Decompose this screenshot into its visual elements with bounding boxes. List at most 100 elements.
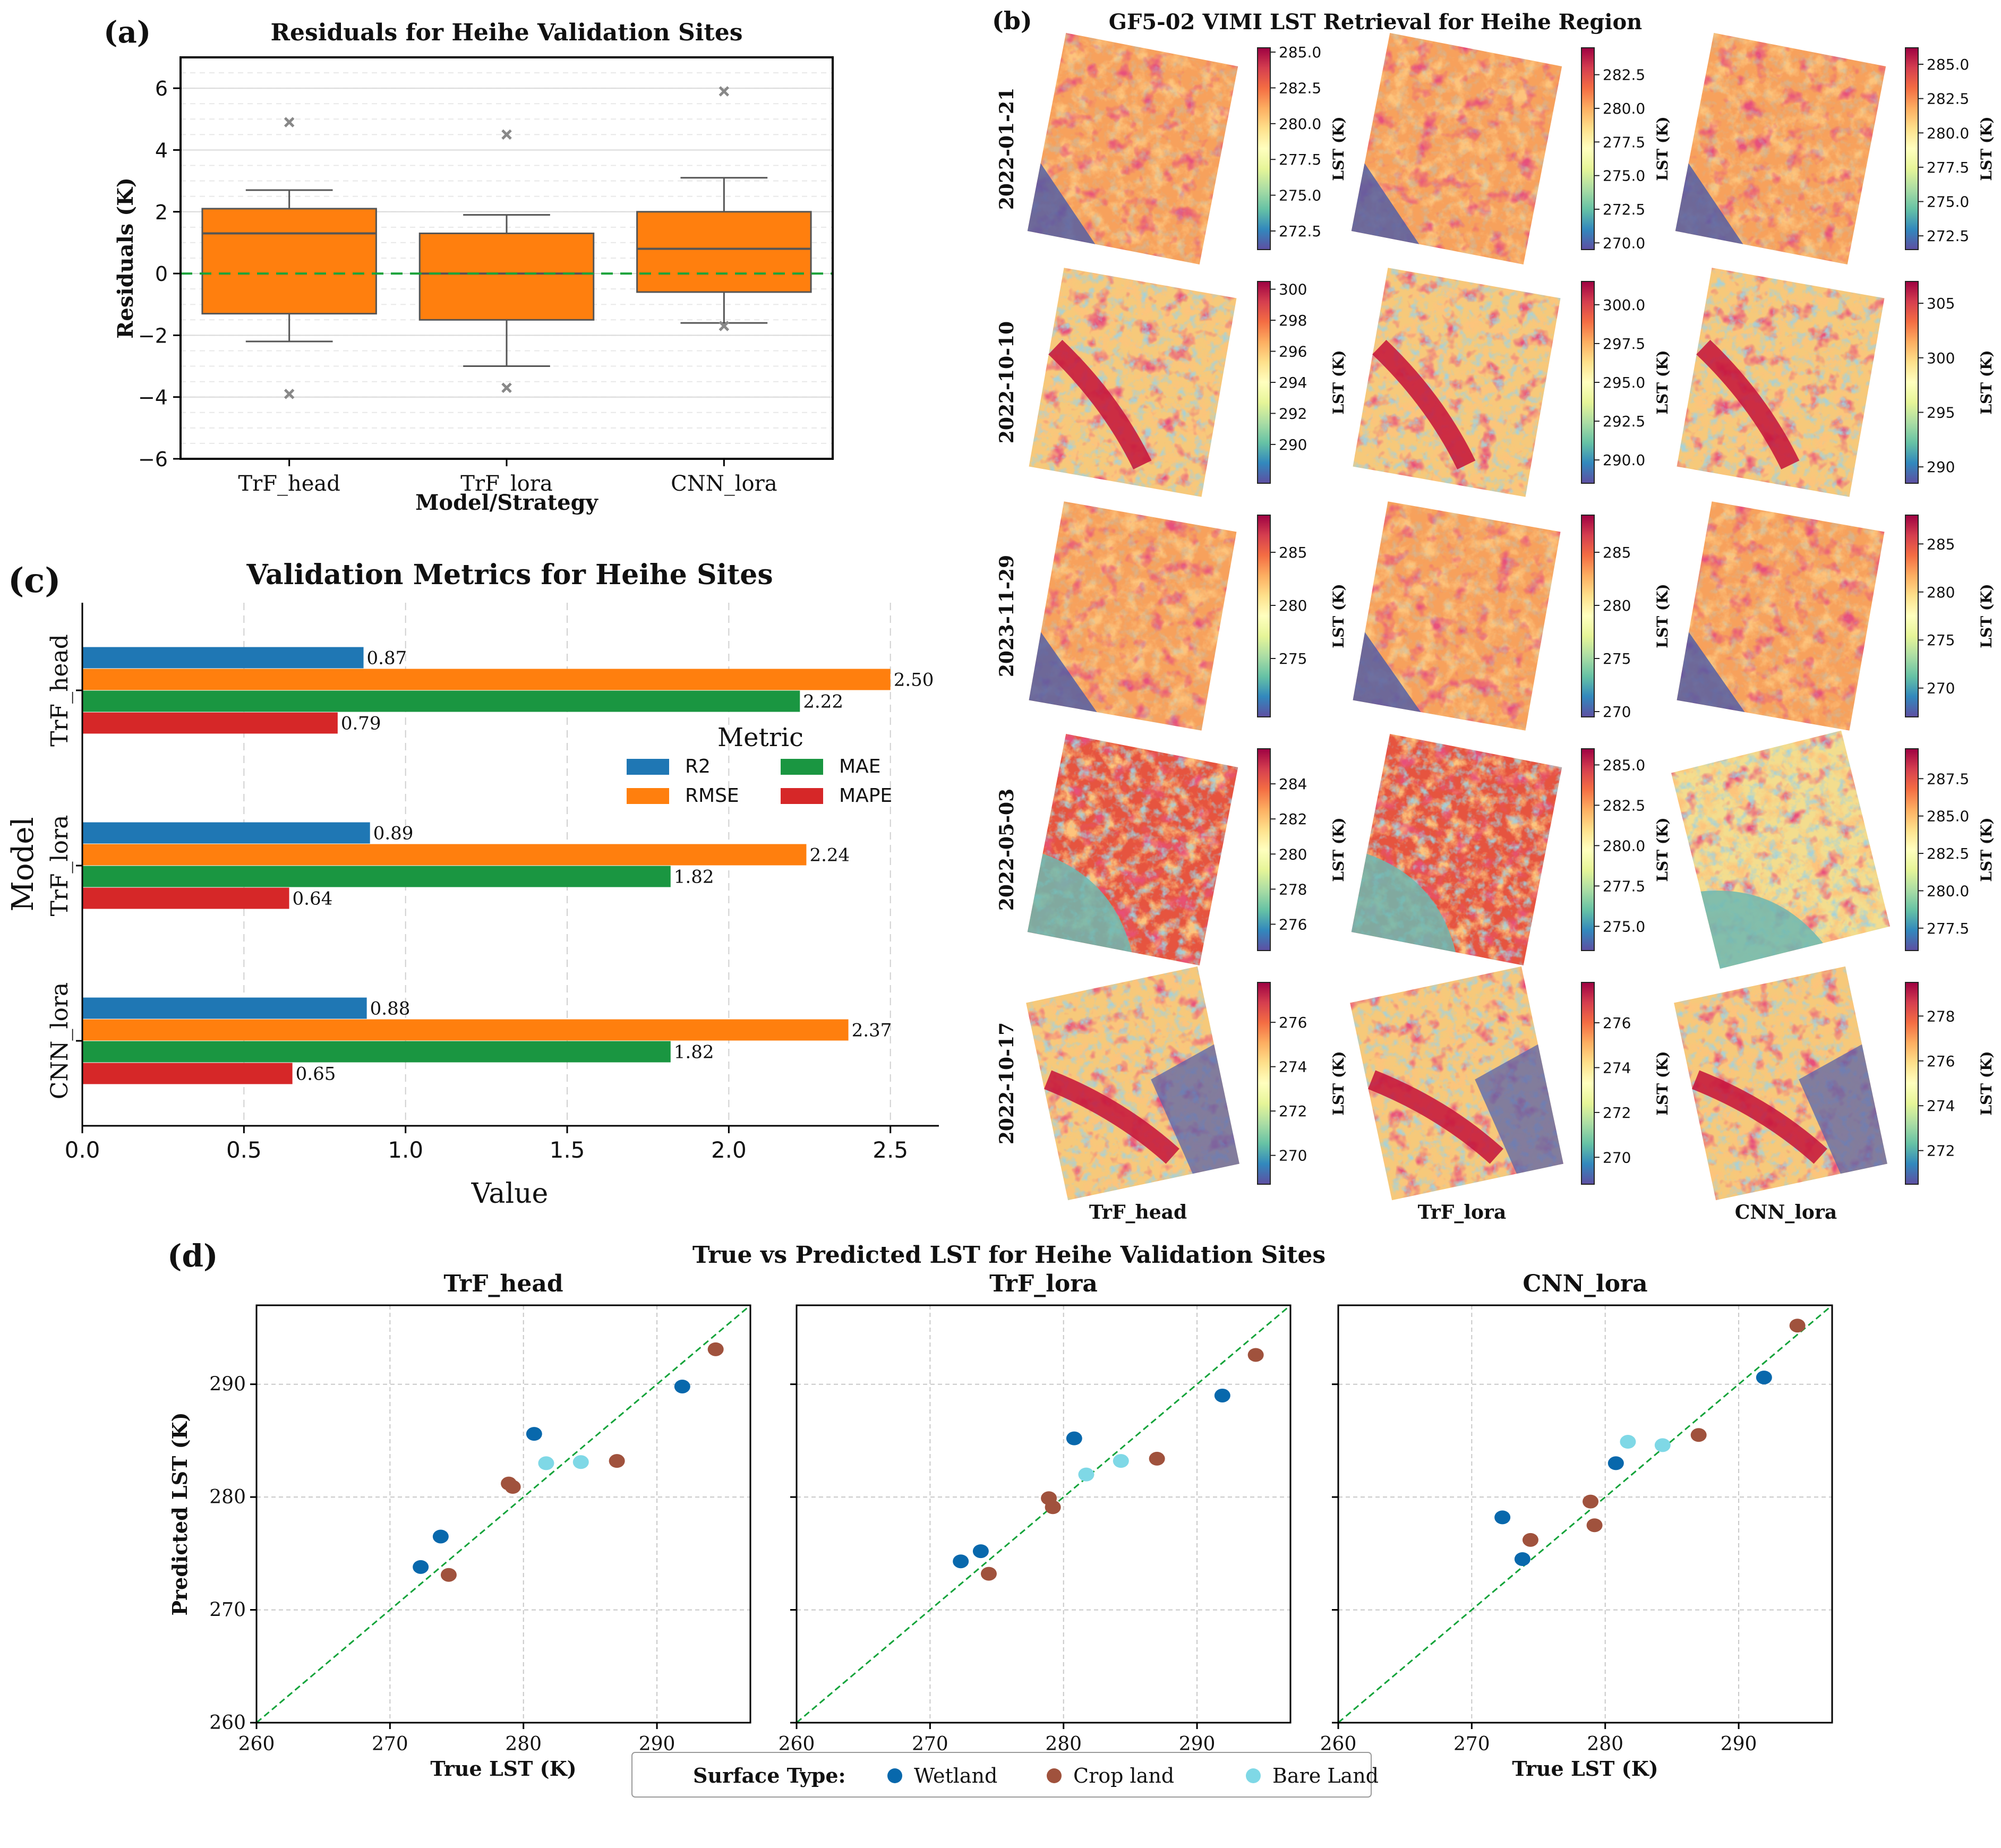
colorbar-tick-label: 270 [1603,1149,1631,1166]
colorbar-label: LST (K) [1330,116,1347,181]
y-tick-label: CNN_lora [46,982,73,1100]
colorbar-tick-label: 300 [1927,349,1955,367]
lst-map-image [1350,966,1563,1201]
x-tick-label: TrF_lora [460,472,552,496]
axes-frame [1337,1304,1833,1724]
panel-c-metrics-bars: 0.0 0.5 1.0 1.5 2.0 2.5 0.87 2.50 2.22 0.79 TrF_he… [6,559,939,1210]
subplot-title: TrF_head [443,1270,563,1297]
colorbar-label: LST (K) [1978,116,1995,181]
legend-box [631,1752,1372,1798]
colorbar-tick-label: 300 [1279,281,1307,298]
colorbar-tick-label: 272 [1603,1104,1631,1122]
colorbar-tick-label: 287.5 [1927,770,1969,788]
colorbar [1905,515,1919,717]
colorbar-tick-label: 290 [1927,458,1955,476]
x-tick-label: 290 [639,1733,675,1755]
x-tick-label: CNN_lora [671,472,777,496]
bar-CNN_lora-MAE [82,1041,671,1063]
outlier-marker [501,382,512,393]
point-bare-land [538,1456,554,1470]
colorbar-tick-label: 278 [1927,1007,1955,1025]
colorbar-label: LST (K) [1654,817,1671,882]
point-wetland [413,1560,429,1574]
map-texture-cool [1351,33,1562,264]
colorbar [1581,515,1595,717]
map-cold-corner [1675,163,1743,244]
colorbar-tick-label: 295.0 [1603,374,1645,391]
chart-title: Validation Metrics for Heihe Sites [246,559,773,591]
bar-value-label: 0.87 [367,648,407,669]
map-cold-region [1475,1044,1563,1174]
map-hot-band [1692,1070,1827,1164]
map-cold-region [1151,1044,1239,1174]
x-tick-label: TrF_head [238,472,340,496]
legend-swatch-MAPE [781,788,823,804]
legend-swatch-R2 [627,759,669,775]
colorbar-label: LST (K) [1654,350,1671,414]
colorbar-tick-label: 282.5 [1279,79,1321,97]
y-axis-label: Residuals (K) [113,177,138,339]
subplot-title: TrF_lora [989,1270,1098,1297]
outlier-marker [719,321,730,331]
x-tick-label: 270 [372,1733,408,1755]
x-tick-label: 0.5 [226,1137,262,1163]
legend-label: MAE [839,756,880,777]
point-wetland [526,1427,542,1441]
colorbar-tick-label: 285 [1279,544,1307,561]
lst-map-image [1671,730,1891,969]
map-texture-cool [1675,33,1886,264]
bar-value-label: 0.65 [296,1064,336,1085]
axes-frame [179,56,834,460]
colorbar-tick-label: 270.0 [1603,234,1645,252]
x-tick-label: 290 [1721,1733,1757,1755]
x-tick-label: 280 [1045,1733,1082,1755]
colorbar-label: LST (K) [1654,1051,1671,1115]
colorbar-tick-label: 276 [1927,1053,1955,1070]
bar-TrF_head-MAE [82,690,800,712]
point-crop-land [980,1567,997,1581]
x-tick-label: 270 [1453,1733,1490,1755]
x-axis-label: Model/Strategy [415,490,598,515]
colorbar-tick-label: 300.0 [1603,296,1645,314]
legend-label: RMSE [685,785,739,807]
x-tick-label: 260 [1320,1733,1357,1755]
point-wetland [674,1379,690,1393]
bar-value-label: 0.89 [373,823,414,844]
bar-TrF_head-MAPE [82,712,338,734]
colorbar [1905,47,1919,250]
point-crop-land [707,1342,724,1356]
legend-swatch-RMSE [627,788,669,804]
colorbar-tick-label: 292 [1279,405,1307,422]
map-cold-corner [1351,163,1419,244]
colorbar-tick-label: 275 [1603,650,1631,668]
colorbar-tick-label: 305 [1927,295,1955,312]
y-tick-label: −4 [138,386,168,409]
legend-marker [887,1768,902,1783]
legend-label: R2 [685,756,711,777]
colorbar [1581,47,1595,250]
colorbar-tick-label: 296 [1279,343,1307,361]
x-axis-label: True LST (K) [430,1757,576,1781]
colorbar-tick-label: 285 [1927,535,1955,553]
point-wetland [953,1554,969,1569]
point-crop-land [1583,1494,1599,1509]
point-crop-land [1149,1451,1165,1466]
point-bare-land [1078,1467,1094,1482]
bar-value-label: 0.64 [293,888,333,910]
colorbar-tick-label: 294 [1279,374,1307,391]
one-to-one-line [796,1304,1291,1724]
x-axis-label: True LST (K) [1512,1757,1658,1781]
y-tick-label: −2 [138,324,168,347]
y-axis-label: Model [6,817,40,912]
colorbar-tick-label: 272 [1279,1102,1307,1120]
box-TrF_lora [418,232,595,321]
map-hot-band [1372,339,1476,469]
colorbar-tick-label: 272.5 [1279,223,1321,240]
colorbar-label: LST (K) [1654,116,1671,181]
y-tick-label: 2 [155,201,168,224]
colorbar-tick-label: 274 [1927,1097,1955,1115]
colorbar-label: LST (K) [1654,584,1671,648]
point-crop-land [1789,1319,1806,1333]
colorbar-tick-label: 280 [1927,584,1955,601]
x-tick-label: 290 [1179,1733,1216,1755]
